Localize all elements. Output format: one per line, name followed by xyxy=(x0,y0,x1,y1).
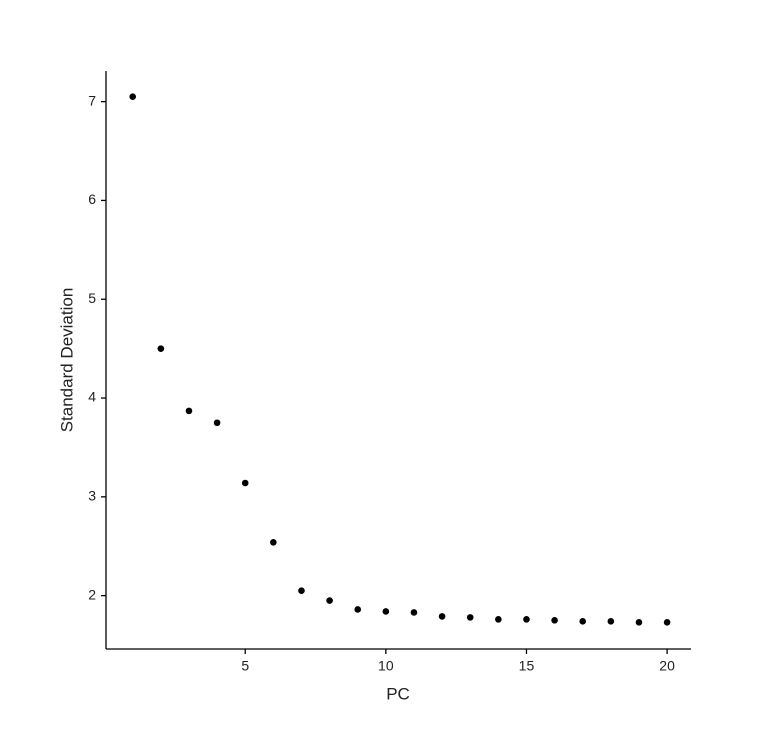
y-tick-label: 7 xyxy=(88,92,96,108)
y-tick-label: 6 xyxy=(88,191,96,207)
x-tick-label: 15 xyxy=(519,658,535,674)
point xyxy=(663,619,671,626)
point xyxy=(466,614,474,621)
point xyxy=(129,93,137,100)
point xyxy=(579,618,587,625)
point xyxy=(410,609,418,616)
x-axis-title: PC xyxy=(386,684,410,703)
point xyxy=(635,619,643,626)
point xyxy=(607,618,615,625)
point xyxy=(270,538,277,546)
y-tick-label: 3 xyxy=(88,488,96,504)
point xyxy=(354,606,362,613)
y-axis-title: Standard Deviation xyxy=(57,288,76,433)
point xyxy=(185,407,193,415)
point xyxy=(438,613,446,620)
point xyxy=(495,616,502,623)
x-tick-label: 10 xyxy=(378,658,394,674)
y-tick-label: 2 xyxy=(88,586,96,602)
point xyxy=(213,419,221,427)
y-tick-label: 5 xyxy=(88,290,96,306)
x-tick-label: 20 xyxy=(659,658,675,674)
point xyxy=(298,587,305,595)
point xyxy=(551,617,558,624)
point xyxy=(241,479,249,487)
point xyxy=(157,345,165,352)
y-tick-label: 4 xyxy=(88,389,96,405)
point xyxy=(326,597,333,604)
x-tick-label: 5 xyxy=(241,658,249,674)
point xyxy=(382,608,390,615)
point xyxy=(523,616,530,623)
